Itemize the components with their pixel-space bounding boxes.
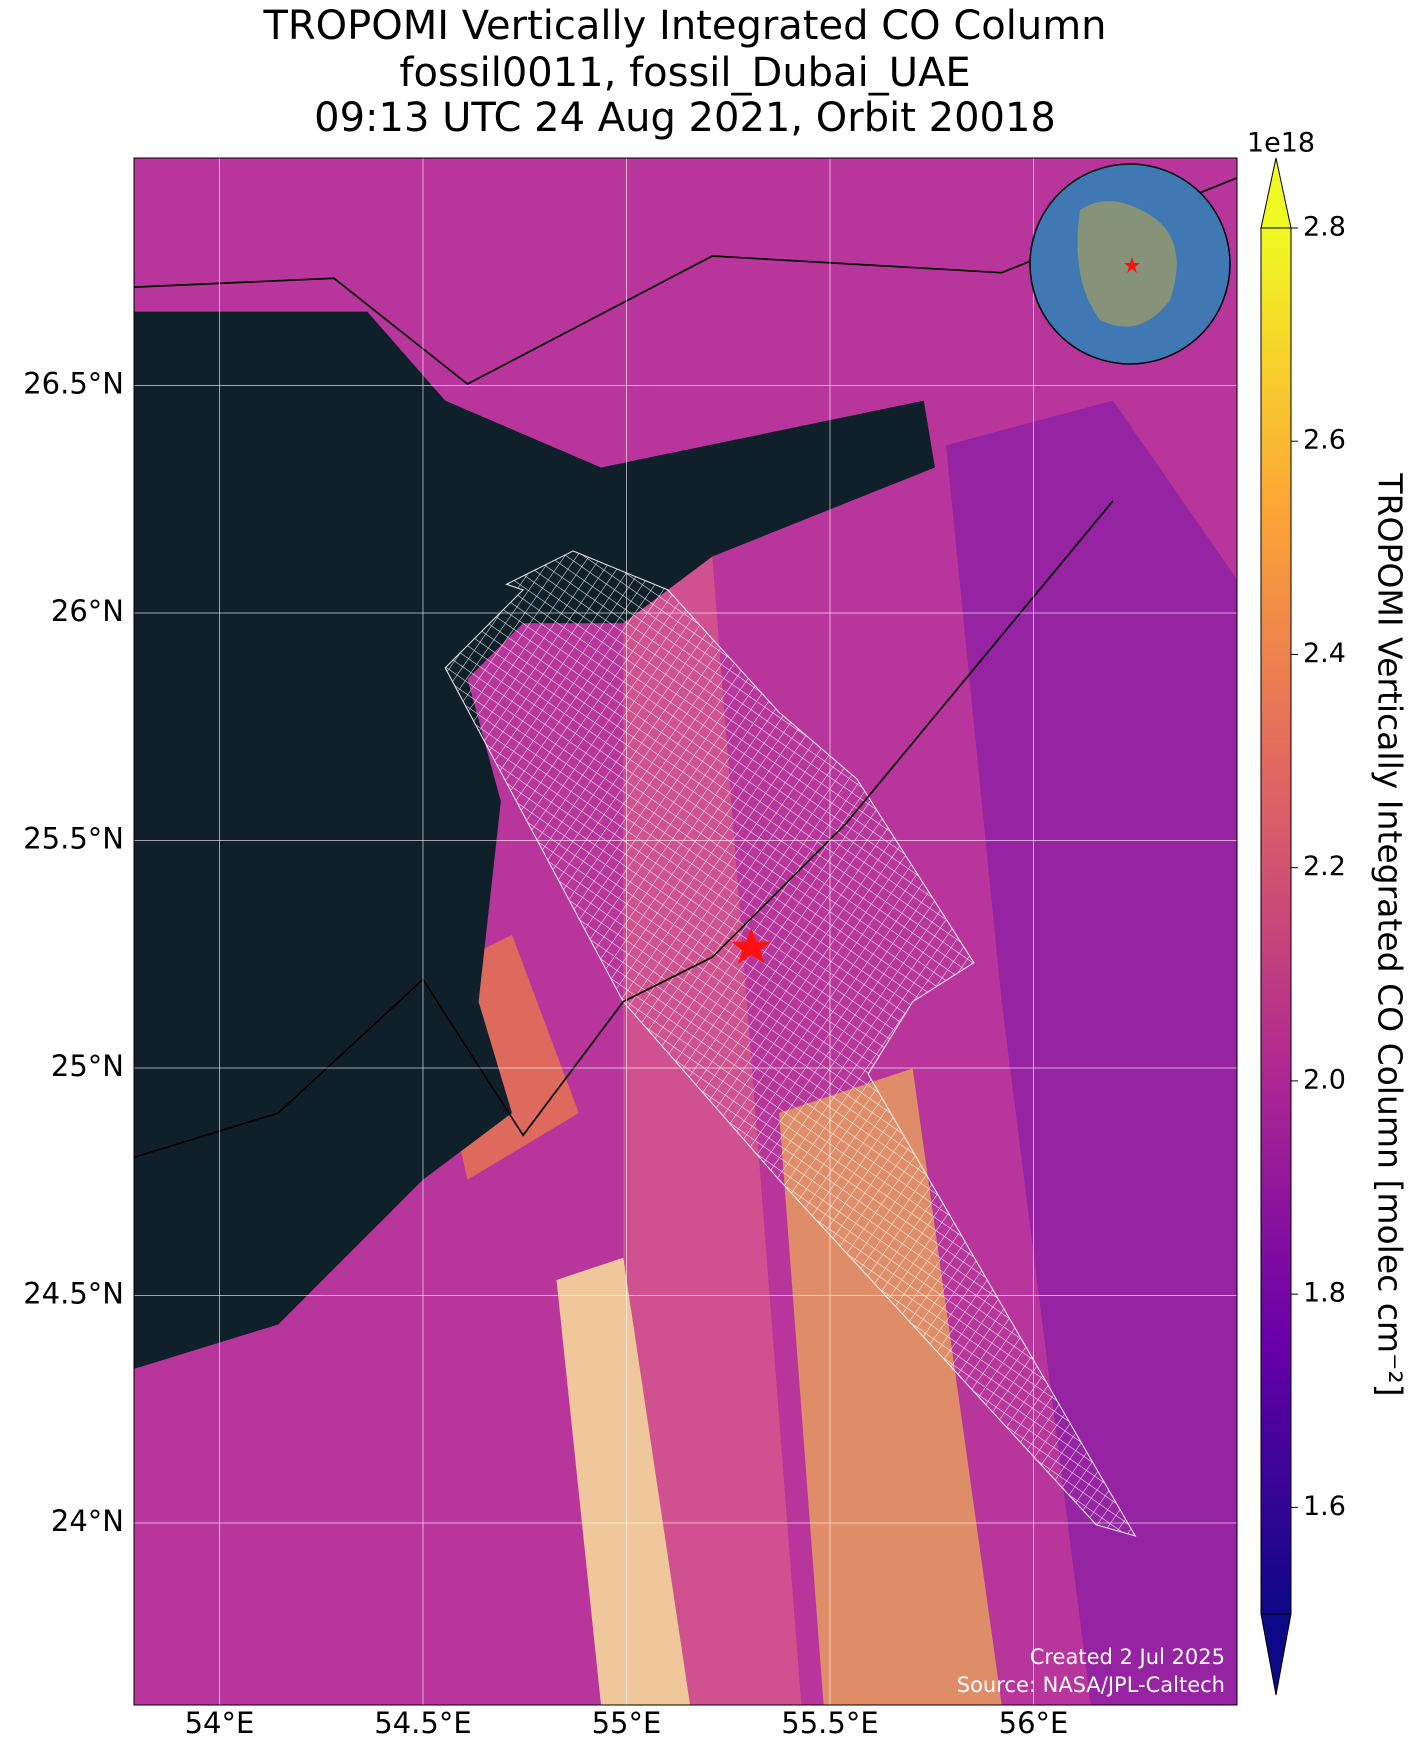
plot-frame	[133, 157, 1238, 1706]
colorbar-tick-label: 2.2	[1303, 851, 1346, 882]
x-tick-label: 55°E	[592, 1706, 662, 1740]
x-tick-label: 54°E	[185, 1706, 255, 1740]
y-tick-label: 26.5°N	[23, 367, 124, 401]
colorbar-tick-label: 2.0	[1303, 1064, 1346, 1095]
y-tick-label: 25.5°N	[23, 822, 124, 856]
footnote: Created 2 Jul 2025	[1030, 1645, 1225, 1669]
stripe	[946, 400, 1237, 1705]
x-tick-label: 54.5°E	[374, 1706, 471, 1740]
colorbar-tick-label: 2.6	[1303, 425, 1346, 456]
colorbar-label: TROPOMI Vertically Integrated CO Column …	[1371, 472, 1410, 1396]
site-marker	[731, 928, 772, 964]
colorbar-tick-label: 1.8	[1303, 1278, 1346, 1309]
colorbar-tick-label: 2.8	[1303, 212, 1346, 243]
y-tick-label: 26°N	[51, 594, 124, 628]
title-line: TROPOMI Vertically Integrated CO Column	[262, 3, 1106, 49]
globe-inset	[1029, 163, 1231, 365]
x-tick-label: 55.5°E	[781, 1706, 878, 1740]
y-tick-label: 24.5°N	[23, 1277, 124, 1311]
background-imagery	[134, 158, 1237, 1705]
colorbar-extend-top	[1260, 157, 1292, 229]
footnote: Source: NASA/JPL-Caltech	[957, 1673, 1225, 1697]
colorbar-tick-label: 1.6	[1303, 1491, 1346, 1522]
title-line: fossil0011, fossil_Dubai_UAE	[399, 50, 970, 96]
target-footprint	[444, 550, 1137, 1537]
stripe	[556, 1257, 691, 1705]
colorbar-tick-label: 2.4	[1303, 638, 1346, 669]
y-tick-label: 25°N	[51, 1049, 124, 1083]
map-area	[134, 158, 1237, 1705]
x-tick-label: 56°E	[999, 1706, 1069, 1740]
y-tick-label: 24°N	[51, 1504, 124, 1538]
colorbar-offset: 1e18	[1247, 128, 1315, 159]
sea	[134, 311, 935, 1369]
colorbar-extend-bottom	[1260, 1613, 1292, 1696]
colorbar	[1260, 227, 1292, 1615]
title-line: 09:13 UTC 24 Aug 2021, Orbit 20018	[314, 95, 1056, 141]
